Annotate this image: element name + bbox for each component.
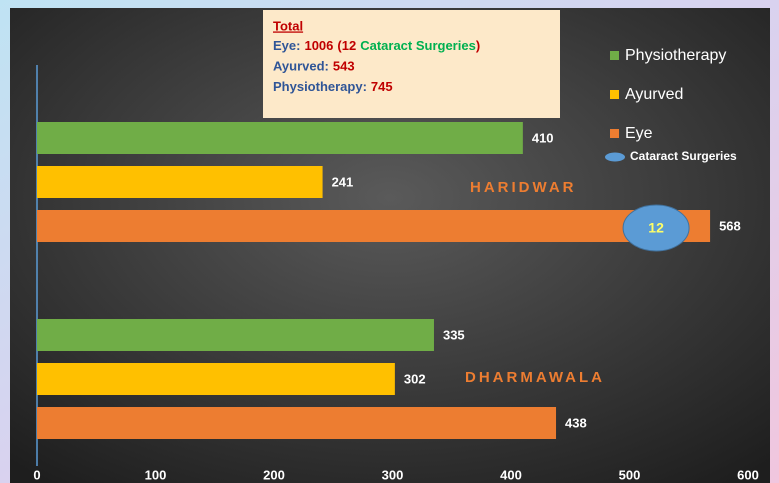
annotation-text: 1006	[304, 38, 333, 53]
legend-swatch	[605, 152, 625, 162]
annotation-text: 543	[333, 59, 355, 74]
legend-swatch	[610, 51, 619, 60]
x-tick-label: 500	[619, 467, 641, 482]
x-tick-label: 0	[33, 467, 40, 482]
cataract-label: 12	[648, 220, 664, 236]
annotation-text: Cataract Surgeries	[360, 38, 476, 53]
value-label: 568	[719, 218, 741, 233]
bar	[37, 407, 557, 439]
legend-label: Cataract Surgeries	[630, 149, 737, 163]
x-tick-label: 600	[737, 467, 759, 482]
cataract-marker	[622, 204, 690, 252]
value-label: 335	[443, 327, 465, 342]
annotation-text: Ayurved:	[273, 59, 329, 74]
category-label: HARIDWAR	[470, 179, 577, 196]
annotation-text: Physiotherapy:	[273, 79, 367, 94]
annotation-line: Eye: 1006 (12 Cataract Surgeries)	[273, 38, 480, 53]
value-label: 241	[332, 174, 354, 189]
value-label: 410	[532, 130, 554, 145]
category-label: DHARMAWALA	[465, 369, 605, 386]
legend-label: Ayurved	[625, 86, 683, 103]
x-tick-label: 300	[382, 467, 404, 482]
x-tick-label: 200	[263, 467, 285, 482]
legend-swatch	[610, 90, 619, 99]
annotation-title: Total	[273, 18, 303, 33]
value-label: 302	[404, 371, 426, 386]
bar	[37, 166, 323, 198]
legend-label: Eye	[625, 125, 653, 142]
x-tick-label: 400	[500, 467, 522, 482]
bar	[37, 122, 523, 154]
annotation-text: (	[337, 38, 342, 53]
bar	[37, 210, 711, 242]
legend-label: Physiotherapy	[625, 47, 726, 64]
annotation-text: Eye:	[273, 38, 300, 53]
annotation-line: Physiotherapy: 745	[273, 79, 393, 94]
annotation-text: )	[476, 38, 480, 53]
annotation-box	[263, 10, 560, 118]
bar	[37, 319, 434, 351]
annotation: Total Eye: 1006 (12 Cataract Surgeries) Ayurv…	[273, 18, 480, 94]
annotation-text: 12	[342, 38, 356, 53]
annotation-line: Ayurved: 543	[273, 59, 355, 74]
bar	[37, 363, 395, 395]
annotation-text: 745	[371, 79, 393, 94]
value-label: 438	[565, 415, 587, 430]
legend-swatch	[610, 129, 619, 138]
x-tick-label: 100	[145, 467, 167, 482]
